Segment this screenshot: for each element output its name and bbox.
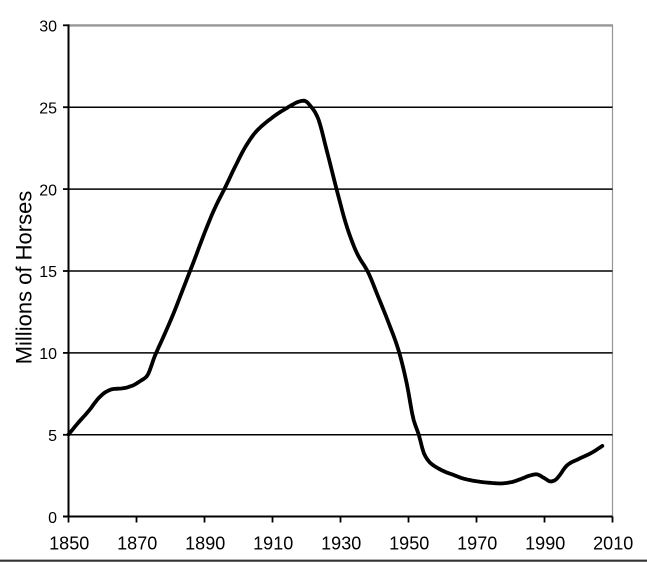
- svg-text:10: 10: [39, 346, 57, 363]
- svg-text:20: 20: [39, 182, 57, 199]
- svg-text:1850: 1850: [49, 534, 89, 554]
- svg-text:1970: 1970: [457, 534, 497, 554]
- svg-text:1890: 1890: [185, 534, 225, 554]
- svg-text:15: 15: [39, 264, 57, 281]
- svg-text:1870: 1870: [117, 534, 157, 554]
- svg-text:25: 25: [39, 100, 57, 117]
- svg-text:Millions of Horses: Millions of Horses: [12, 191, 37, 365]
- svg-text:1910: 1910: [253, 534, 293, 554]
- svg-text:0: 0: [48, 510, 57, 527]
- svg-text:30: 30: [39, 19, 57, 36]
- svg-text:1950: 1950: [389, 534, 429, 554]
- svg-text:2010: 2010: [593, 534, 633, 554]
- svg-text:5: 5: [48, 428, 57, 445]
- svg-text:1930: 1930: [321, 534, 361, 554]
- svg-text:1990: 1990: [525, 534, 565, 554]
